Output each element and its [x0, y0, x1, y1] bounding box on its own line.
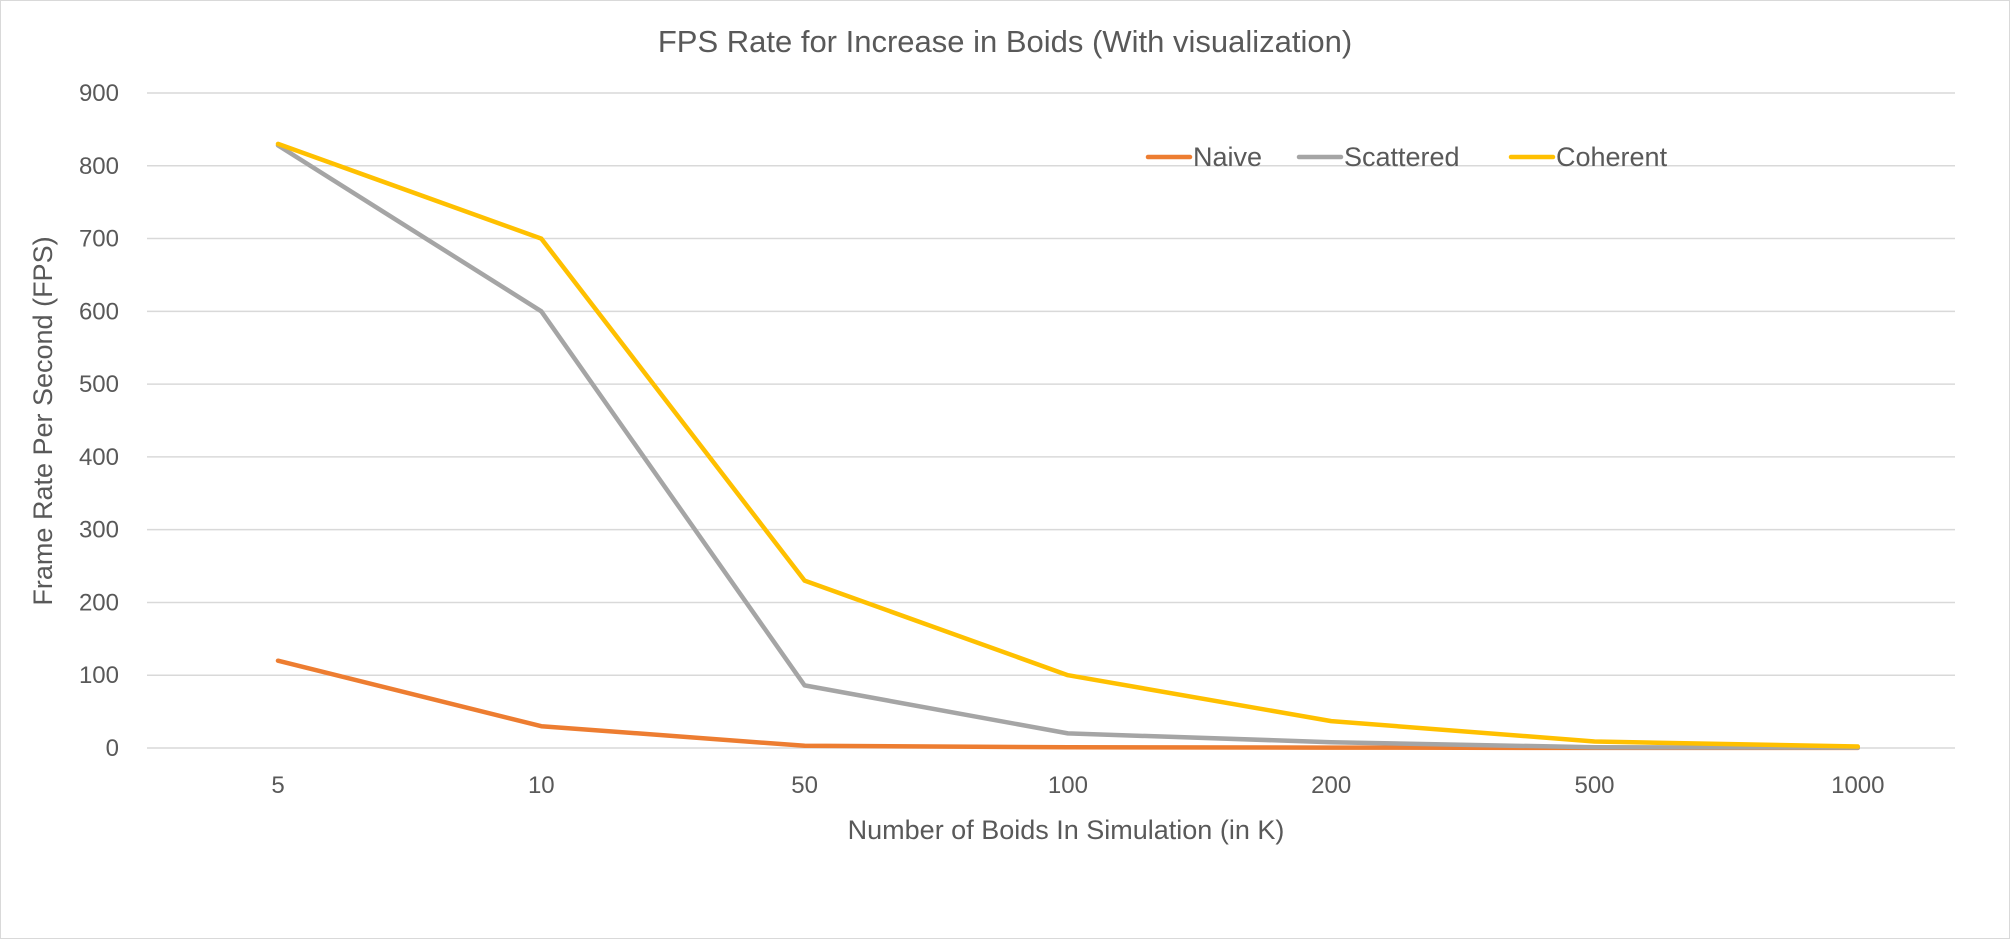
y-axis-tick-labels: 0 100 200 300 400 500 600 700 800 900 — [79, 80, 119, 762]
y-tick-label: 800 — [79, 153, 119, 180]
legend-label-coherent: Coherent — [1556, 142, 1668, 172]
x-tick-label: 200 — [1311, 772, 1351, 799]
y-tick-label: 600 — [79, 298, 119, 325]
x-tick-label: 5 — [271, 772, 284, 799]
x-tick-label: 10 — [528, 772, 555, 799]
x-tick-label: 500 — [1574, 772, 1614, 799]
y-tick-label: 0 — [106, 735, 119, 762]
x-tick-label: 1000 — [1831, 772, 1884, 799]
y-axis-title: Frame Rate Per Second (FPS) — [28, 236, 58, 605]
series-line-scattered — [275, 143, 1861, 750]
x-axis-tick-labels: 5 10 50 100 200 500 1000 — [271, 772, 1884, 799]
legend-label-scattered: Scattered — [1344, 142, 1460, 172]
chart-title: FPS Rate for Increase in Boids (With vis… — [658, 24, 1352, 59]
y-tick-label: 200 — [79, 589, 119, 616]
gridlines — [147, 92, 1955, 749]
series-lines — [275, 141, 1861, 751]
legend-label-naive: Naive — [1193, 142, 1262, 172]
legend: Naive Scattered Coherent — [1145, 142, 1668, 172]
y-tick-label: 300 — [79, 517, 119, 544]
x-tick-label: 100 — [1048, 772, 1088, 799]
series-line-coherent — [275, 141, 1861, 749]
x-tick-label: 50 — [791, 772, 818, 799]
y-tick-label: 400 — [79, 444, 119, 471]
y-tick-label: 900 — [79, 80, 119, 107]
y-tick-label: 100 — [79, 662, 119, 689]
y-tick-label: 500 — [79, 371, 119, 398]
x-axis-title: Number of Boids In Simulation (in K) — [848, 815, 1285, 845]
y-tick-label: 700 — [79, 226, 119, 253]
